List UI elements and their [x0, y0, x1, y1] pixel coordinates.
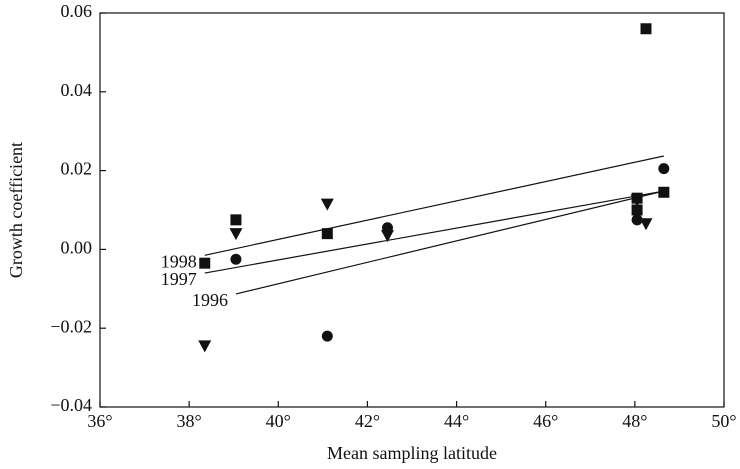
square-marker [640, 23, 652, 35]
x-axis-label: Mean sampling latitude [327, 443, 497, 463]
x-tick-label: 46° [533, 411, 558, 431]
fit-line-label: 1997 [161, 269, 197, 289]
plot-frame [99, 12, 725, 408]
fit-line-label: 1996 [192, 290, 228, 310]
y-tick-label: −0.04 [50, 395, 92, 415]
y-tick-label: 0.04 [61, 80, 93, 100]
circle-marker [230, 253, 242, 265]
circle-marker [658, 163, 670, 175]
square-marker [631, 204, 643, 216]
square-marker [658, 186, 670, 198]
y-tick-label: 0.06 [61, 1, 93, 21]
y-tick-label: 0.00 [61, 238, 93, 258]
y-axis-label: Growth coefficient [6, 142, 26, 278]
y-tick-label: −0.02 [50, 316, 92, 336]
square-marker [199, 257, 211, 269]
fit-line [235, 190, 664, 295]
x-tick-label: 50° [711, 411, 736, 431]
square-marker [321, 228, 333, 240]
triangle-marker [320, 198, 334, 211]
triangle-marker [639, 218, 653, 231]
triangle-marker [229, 228, 243, 241]
x-tick-label: 48° [622, 411, 647, 431]
triangle-marker [380, 230, 394, 243]
fit-line [204, 190, 664, 274]
triangle-marker [198, 340, 212, 353]
circle-marker [321, 330, 333, 342]
fit-line-label: 1998 [161, 251, 197, 271]
x-tick-label: 44° [444, 411, 469, 431]
circle-marker [631, 214, 643, 226]
y-tick-label: 0.02 [61, 159, 93, 179]
triangle-marker [630, 194, 644, 207]
x-tick-label: 38° [177, 411, 202, 431]
x-tick-label: 36° [87, 411, 112, 431]
square-marker [230, 214, 242, 226]
x-tick-label: 42° [355, 411, 380, 431]
fit-line [204, 155, 664, 256]
x-tick-label: 40° [266, 411, 291, 431]
